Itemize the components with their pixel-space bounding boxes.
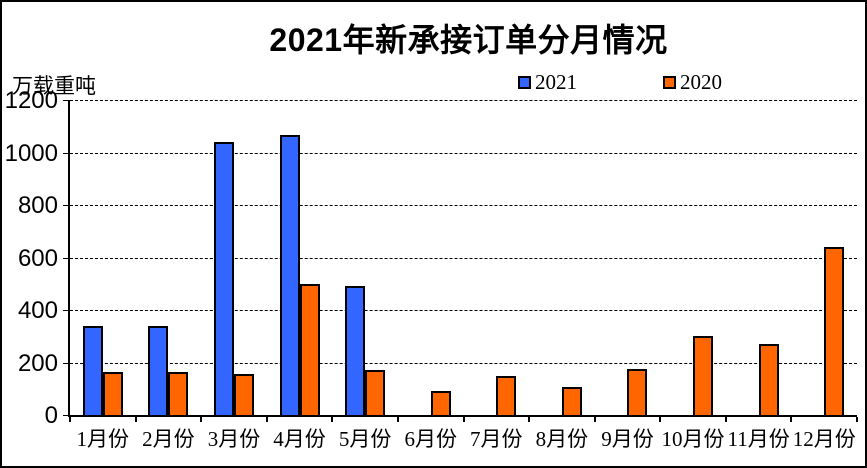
bar-2020-1月份: [102, 371, 123, 415]
y-axis-unit-label: 万载重吨: [12, 74, 96, 98]
y-tick-label: 600: [17, 244, 58, 272]
gridline-200: [70, 362, 857, 364]
bar-2021-5月份: [345, 286, 366, 415]
y-tick-label: 200: [17, 349, 58, 377]
y-axis-tick: [63, 415, 70, 416]
bar-2020-10月份: [693, 336, 714, 415]
x-category-label: 9月份: [601, 427, 654, 451]
legend: 2021 2020: [518, 72, 722, 93]
x-category-label: 1月份: [76, 427, 130, 451]
x-axis-tick: [134, 417, 137, 422]
bar-2020-5月份: [365, 370, 386, 415]
gridline-800: [70, 205, 857, 206]
x-category-label: 8月份: [535, 427, 589, 451]
x-axis-tick: [200, 417, 203, 422]
x-axis-tick: [856, 417, 858, 422]
bar-2020-7月份: [496, 375, 517, 415]
bar-2020-6月份: [430, 391, 451, 415]
x-category-label: 4月份: [273, 427, 326, 451]
x-axis-tick: [396, 417, 399, 422]
x-category-label: 3月份: [207, 427, 261, 451]
y-axis-tick: [63, 257, 70, 259]
legend-item-2020: 2020: [663, 72, 722, 93]
gridline-1200: [70, 100, 857, 101]
x-axis-tick: [593, 417, 596, 422]
bar-2020-12月份: [824, 247, 845, 415]
chart-title: 2021年新承接订单分月情况: [269, 22, 668, 58]
gridline-600: [70, 257, 857, 259]
plot-area: [63, 100, 858, 422]
bar-2021-3月份: [213, 142, 234, 415]
y-axis-tick: [63, 100, 70, 101]
y-axis-tick: [63, 310, 70, 311]
x-category-label: 2月份: [142, 427, 195, 451]
x-category-label: 10月份: [661, 427, 725, 451]
x-axis-tick: [265, 417, 268, 422]
y-tick-label: 0: [44, 402, 58, 429]
legend-item-2021: 2021: [518, 72, 577, 93]
bar-2020-4月份: [299, 283, 320, 415]
bar-2020-8月份: [561, 387, 582, 415]
x-axis-tick: [462, 417, 465, 422]
x-axis-tick: [724, 417, 727, 422]
x-category-label: 12月份: [792, 427, 856, 451]
x-axis-tick: [790, 417, 793, 422]
bar-2020-9月份: [627, 369, 648, 415]
y-axis-tick: [63, 362, 70, 364]
x-axis-tick: [331, 417, 334, 422]
bar-2021-1月份: [82, 325, 103, 415]
y-axis-tick: [63, 152, 70, 154]
bar-2020-11月份: [758, 344, 779, 415]
legend-swatch-2020-icon: [663, 76, 676, 89]
x-axis-tick: [528, 417, 531, 422]
legend-swatch-2021-icon: [518, 76, 531, 89]
y-tick-label: 800: [17, 192, 58, 219]
x-axis-tick: [659, 417, 662, 422]
y-tick-label: 1000: [4, 139, 58, 167]
gridline-1000: [70, 152, 857, 154]
x-category-label: 7月份: [470, 427, 523, 451]
bar-2021-2月份: [148, 325, 169, 415]
y-axis-tick: [63, 205, 70, 206]
bar-2020-3月份: [233, 374, 254, 415]
x-category-label: 5月份: [338, 427, 392, 451]
bar-2021-4月份: [279, 135, 300, 415]
y-tick-label: 400: [17, 297, 58, 324]
gridline-400: [70, 310, 857, 311]
legend-label-2021: 2021: [535, 70, 577, 94]
x-axis-tick: [69, 417, 71, 422]
x-category-label: 11月份: [727, 427, 790, 451]
legend-label-2020: 2020: [680, 70, 722, 94]
y-tick-label: 1200: [4, 87, 58, 114]
bar-2020-2月份: [168, 371, 189, 415]
x-category-label: 6月份: [404, 427, 457, 451]
